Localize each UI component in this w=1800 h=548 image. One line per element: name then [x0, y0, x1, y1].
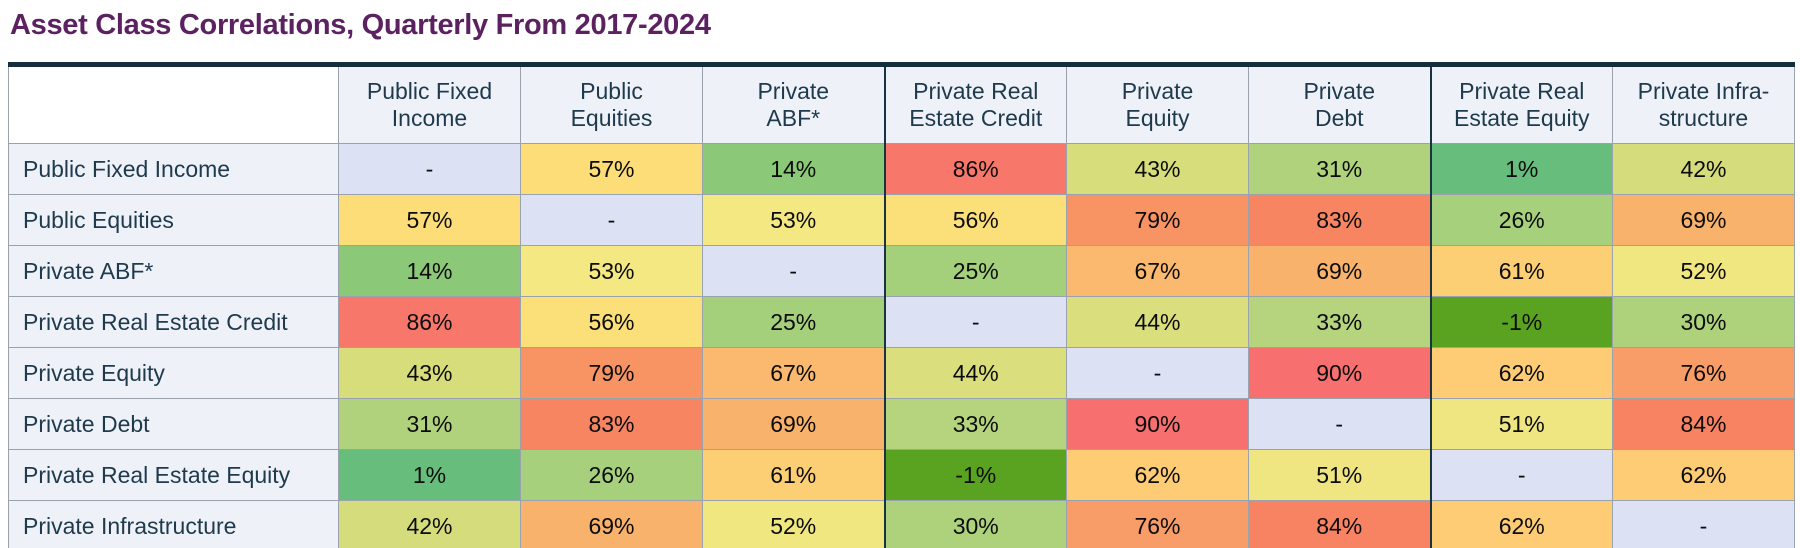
matrix-cell: 86% — [338, 296, 521, 348]
page-title: Asset Class Correlations, Quarterly From… — [10, 9, 711, 41]
matrix-cell: 51% — [1430, 398, 1613, 450]
column-header: Private ABF* — [702, 64, 886, 144]
column-header: Private Real Estate Credit — [884, 64, 1067, 144]
column-header: Public Fixed Income — [338, 64, 521, 144]
matrix-cell: - — [1612, 500, 1795, 548]
matrix-cell: - — [1066, 347, 1249, 399]
correlation-table-container: Public Fixed Income Public Equities Privat… — [8, 62, 1795, 548]
column-header: Private Equity — [1066, 64, 1249, 144]
matrix-cell: 67% — [702, 347, 886, 399]
matrix-cell: 26% — [520, 449, 703, 501]
table-row: Public Fixed Income -57% 14% 86% 43% 31% 1% 42% — [8, 143, 1795, 195]
table-row: Private Equity 43% 79% 67% 44% -90% 62% 76% — [8, 347, 1795, 399]
matrix-cell: 25% — [702, 296, 886, 348]
matrix-cell: 86% — [884, 143, 1067, 195]
matrix-cell: 84% — [1612, 398, 1795, 450]
matrix-cell: 79% — [520, 347, 703, 399]
matrix-cell: 1% — [338, 449, 521, 501]
row-header: Public Equities — [8, 194, 339, 246]
matrix-cell: - — [1430, 449, 1613, 501]
table-row: Private ABF* 14% 53% -25% 67% 69% 61% 52% — [8, 245, 1795, 297]
matrix-cell: 44% — [884, 347, 1067, 399]
matrix-cell: - — [338, 143, 521, 195]
matrix-cell: 90% — [1248, 347, 1432, 399]
matrix-cell: 69% — [1612, 194, 1795, 246]
matrix-cell: 31% — [338, 398, 521, 450]
matrix-cell: 61% — [1430, 245, 1613, 297]
matrix-cell: - — [520, 194, 703, 246]
row-header: Private Real Estate Equity — [8, 449, 339, 501]
matrix-cell: 62% — [1430, 347, 1613, 399]
matrix-cell: 69% — [1248, 245, 1432, 297]
matrix-cell: 42% — [338, 500, 521, 548]
matrix-cell: 76% — [1612, 347, 1795, 399]
matrix-cell: 79% — [1066, 194, 1249, 246]
matrix-cell: 14% — [338, 245, 521, 297]
matrix-cell: 33% — [884, 398, 1067, 450]
header-row: Public Fixed Income Public Equities Privat… — [8, 64, 1795, 144]
matrix-cell: 57% — [338, 194, 521, 246]
table-row: Private Debt 31% 83% 69% 33% 90% -51% 84% — [8, 398, 1795, 450]
matrix-cell: 84% — [1248, 500, 1432, 548]
matrix-cell: 61% — [702, 449, 886, 501]
column-header: Private Debt — [1248, 64, 1432, 144]
matrix-cell: 30% — [1612, 296, 1795, 348]
table-row: Private Infrastructure 42% 69% 52% 30% 76% 84%… — [8, 500, 1795, 548]
matrix-cell: 14% — [702, 143, 886, 195]
row-header: Private ABF* — [8, 245, 339, 297]
matrix-cell: 83% — [520, 398, 703, 450]
matrix-cell: 69% — [702, 398, 886, 450]
matrix-cell: 53% — [520, 245, 703, 297]
matrix-cell: 62% — [1430, 500, 1613, 548]
column-header: Public Equities — [520, 64, 703, 144]
matrix-cell: 90% — [1066, 398, 1249, 450]
matrix-cell: -1% — [1430, 296, 1613, 348]
matrix-cell: 83% — [1248, 194, 1432, 246]
table-row: Private Real Estate Equity 1% 26% 61% -1% 62%… — [8, 449, 1795, 501]
matrix-cell: 26% — [1430, 194, 1613, 246]
matrix-cell: 53% — [702, 194, 886, 246]
row-header: Private Real Estate Credit — [8, 296, 339, 348]
matrix-cell: - — [702, 245, 886, 297]
matrix-cell: 44% — [1066, 296, 1249, 348]
table-row: Public Equities 57% -53% 56% 79% 83% 26% 69% — [8, 194, 1795, 246]
matrix-cell: 57% — [520, 143, 703, 195]
matrix-cell: 67% — [1066, 245, 1249, 297]
matrix-cell: 52% — [702, 500, 886, 548]
row-header: Private Debt — [8, 398, 339, 450]
corner-cell — [8, 64, 339, 144]
matrix-cell: 69% — [520, 500, 703, 548]
matrix-cell: 51% — [1248, 449, 1432, 501]
matrix-cell: - — [1248, 398, 1432, 450]
matrix-cell: 62% — [1612, 449, 1795, 501]
matrix-cell: 56% — [520, 296, 703, 348]
matrix-cell: 30% — [884, 500, 1067, 548]
table-row: Private Real Estate Credit 86% 56% 25% -44% 3… — [8, 296, 1795, 348]
column-header: Private Infra- structure — [1612, 64, 1795, 144]
matrix-cell: 1% — [1430, 143, 1613, 195]
matrix-cell: 56% — [884, 194, 1067, 246]
matrix-cell: 62% — [1066, 449, 1249, 501]
row-header: Private Infrastructure — [8, 500, 339, 548]
row-header: Private Equity — [8, 347, 339, 399]
matrix-cell: 33% — [1248, 296, 1432, 348]
correlation-matrix: Public Fixed Income Public Equities Privat… — [8, 62, 1795, 548]
matrix-cell: 42% — [1612, 143, 1795, 195]
matrix-cell: 52% — [1612, 245, 1795, 297]
matrix-cell: 76% — [1066, 500, 1249, 548]
row-header: Public Fixed Income — [8, 143, 339, 195]
matrix-cell: -1% — [884, 449, 1067, 501]
matrix-cell: 25% — [884, 245, 1067, 297]
column-header: Private Real Estate Equity — [1430, 64, 1613, 144]
matrix-cell: - — [884, 296, 1067, 348]
matrix-cell: 43% — [1066, 143, 1249, 195]
matrix-cell: 43% — [338, 347, 521, 399]
matrix-cell: 31% — [1248, 143, 1432, 195]
